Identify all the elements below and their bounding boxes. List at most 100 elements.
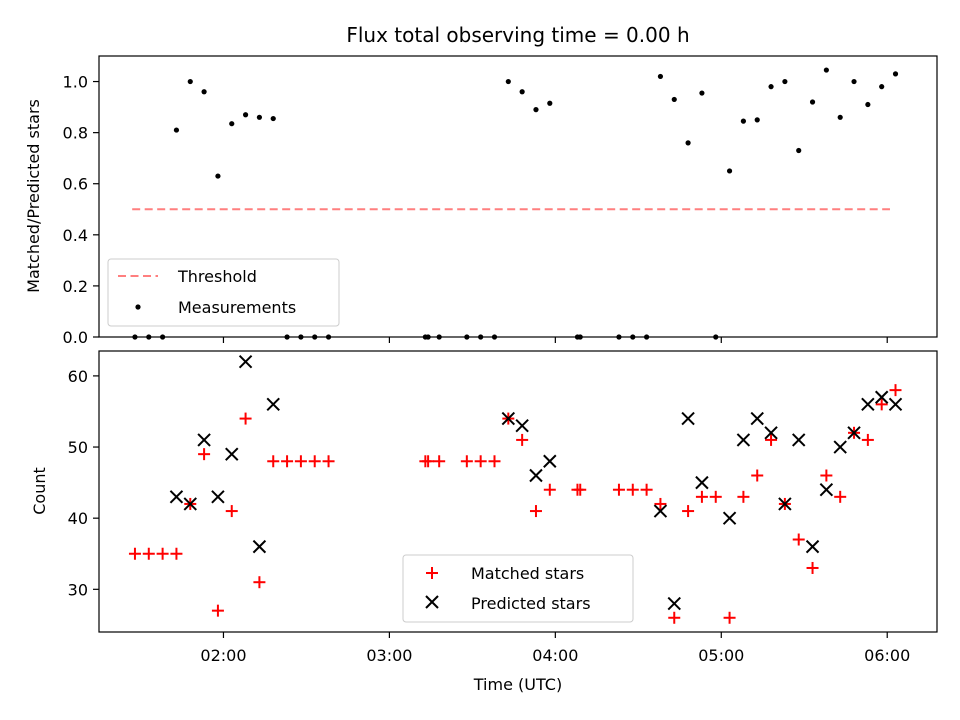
bottom-y-tick-label: 30 <box>68 580 88 599</box>
legend-matched-label: Matched stars <box>471 564 584 583</box>
matched-star-marker <box>529 505 542 518</box>
matched-star-marker <box>640 483 653 496</box>
predicted-star-marker <box>792 433 806 447</box>
bottom-axes-frame <box>98 350 938 633</box>
predicted-star-marker <box>183 497 197 511</box>
top-legend-box <box>107 258 340 327</box>
measurement-point <box>201 89 207 95</box>
predicted-star-marker <box>722 511 737 525</box>
measurement-point <box>256 114 263 120</box>
predicted-star-marker <box>736 433 751 447</box>
top-legend: Threshold Measurements <box>107 258 340 327</box>
matched-star-marker <box>875 398 888 411</box>
matched-star-marker <box>574 483 587 496</box>
matched-star-marker <box>198 448 211 461</box>
measurement-point <box>229 121 235 127</box>
predicted-star-marker <box>501 411 516 426</box>
matched-star-marker <box>294 455 307 468</box>
matched-star-marker <box>308 455 321 468</box>
predicted-star-marker <box>266 397 280 412</box>
predicted-star-marker <box>750 411 764 426</box>
matched-star-marker <box>422 455 435 468</box>
predicted-star-marker <box>681 411 695 426</box>
matched-star-marker <box>225 505 238 518</box>
predicted-star-marker <box>847 426 861 440</box>
bottom-x-tick-label: 04:00 <box>532 646 578 665</box>
measurement-point <box>851 78 857 85</box>
measurement-point <box>685 140 691 146</box>
measurement-point <box>547 100 553 106</box>
top-y-tick-label: 0.6 <box>63 175 88 194</box>
matched-star-marker <box>751 469 764 482</box>
matched-star-marker <box>488 455 501 468</box>
predicted-star-marker <box>833 440 847 454</box>
matched-star-marker <box>612 483 625 496</box>
measurement-point <box>270 115 276 122</box>
predicted-star-marker <box>819 483 834 497</box>
measurement-point <box>865 101 871 108</box>
bottom-legend: Matched stars Predicted stars <box>402 554 634 623</box>
matched-star-marker <box>433 455 446 468</box>
matched-star-marker <box>709 490 722 503</box>
bottom-legend-box <box>402 554 634 623</box>
top-y-ticks: 0.0 0.2 0.4 0.6 0.8 1.0 <box>63 73 99 347</box>
bottom-y-tick-label: 60 <box>68 367 88 386</box>
matched-star-marker <box>668 611 681 624</box>
measurement-point <box>879 84 885 90</box>
measurement-point <box>809 99 816 105</box>
bottom-x-tick-label: 05:00 <box>698 646 744 665</box>
bottom-x-tick-label: 03:00 <box>366 646 412 665</box>
predicted-star-marker <box>805 539 820 554</box>
measurement-point <box>740 118 747 124</box>
bottom-y-tick-label: 50 <box>68 438 88 457</box>
legend-predicted-swatch <box>425 595 439 609</box>
measurement-point <box>837 114 843 120</box>
bottom-x-tick-label: 06:00 <box>864 646 910 665</box>
measurement-point <box>671 96 677 103</box>
bottom-x-tick-label: 02:00 <box>200 646 246 665</box>
measurement-point <box>533 107 539 113</box>
matched-star-marker <box>543 483 556 496</box>
measurement-point <box>699 90 705 96</box>
legend-matched-swatch <box>426 567 438 579</box>
top-y-tick-label: 0.8 <box>63 124 88 143</box>
matched-star-marker <box>861 433 874 446</box>
matched-star-marker <box>211 604 224 617</box>
measurement-point <box>519 89 525 95</box>
measurement-point <box>505 78 511 85</box>
matched-star-marker <box>834 490 847 503</box>
bottom-y-ticks: 30 40 50 60 <box>68 367 99 599</box>
legend-predicted-label: Predicted stars <box>471 594 591 613</box>
predicted-star-marker <box>874 390 889 404</box>
predicted-star-marker <box>169 490 184 504</box>
top-panel: 0.0 0.2 0.4 0.6 0.8 1.0 Matched/Predicted sta… <box>24 55 938 347</box>
legend-threshold-label: Threshold <box>177 267 257 286</box>
matched-star-marker <box>142 547 155 560</box>
top-y-tick-label: 0.2 <box>63 277 88 296</box>
matched-star-marker <box>695 490 708 503</box>
matched-star-marker <box>460 455 473 468</box>
matched-star-marker <box>626 483 639 496</box>
measurement-point <box>726 168 733 174</box>
predicted-star-marker <box>653 504 668 518</box>
matched-star-marker <box>516 433 529 446</box>
top-y-axis-label: Matched/Predicted stars <box>24 99 43 293</box>
predicted-star-marker <box>764 426 778 440</box>
matched-star-marker <box>806 561 819 574</box>
matched-star-marker <box>723 611 736 624</box>
predicted-stars-points <box>169 354 903 611</box>
predicted-star-marker <box>667 596 681 611</box>
bottom-x-ticks: 02:00 03:00 04:00 05:00 06:00 <box>200 632 910 665</box>
matched-star-marker <box>889 384 902 397</box>
matched-star-marker <box>737 490 750 503</box>
top-y-tick-label: 0.0 <box>63 328 88 347</box>
matched-star-marker <box>792 533 805 546</box>
measurement-point <box>242 112 249 118</box>
matched-star-marker <box>170 547 183 560</box>
matched-star-marker <box>267 455 280 468</box>
measurement-point <box>796 147 802 154</box>
predicted-star-marker <box>529 468 543 483</box>
matched-star-marker <box>820 469 833 482</box>
predicted-star-marker <box>543 454 557 468</box>
